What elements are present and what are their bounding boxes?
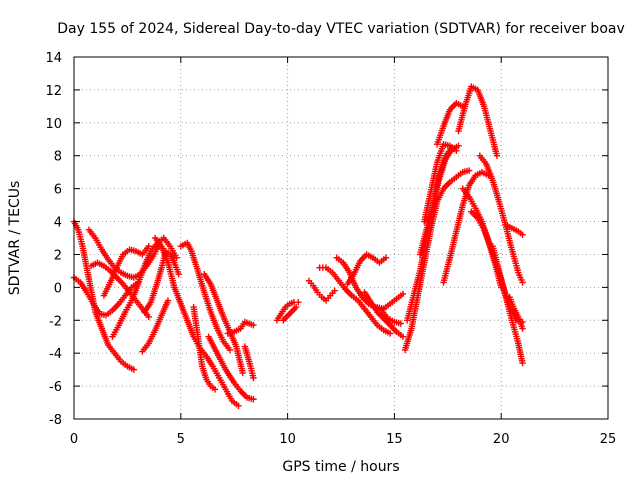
series-arc-9 xyxy=(151,234,242,410)
data-point xyxy=(235,402,242,410)
x-axis-title: GPS time / hours xyxy=(282,459,399,475)
y-tick-label: 4 xyxy=(54,216,62,231)
series-arc-29 xyxy=(440,168,492,286)
y-tick-label: 12 xyxy=(45,84,62,99)
series-arc-22 xyxy=(361,289,407,340)
series-arc-21 xyxy=(344,251,390,288)
data-point xyxy=(386,330,394,337)
data-point xyxy=(453,147,460,154)
series-arc-15 xyxy=(241,343,257,382)
y-tick-label: -6 xyxy=(49,380,62,395)
data-point xyxy=(250,322,257,329)
y-tick-label: -4 xyxy=(49,347,62,362)
data-point xyxy=(292,303,300,311)
x-tick-label: 15 xyxy=(386,432,403,447)
data-point xyxy=(239,369,246,377)
data-point xyxy=(493,152,501,159)
data-point xyxy=(399,290,407,298)
series-arc-34 xyxy=(489,243,526,367)
series-arc-8 xyxy=(141,247,182,316)
series-arc-25 xyxy=(404,144,456,324)
series-arc-2 xyxy=(70,274,142,319)
series-arc-18 xyxy=(305,277,338,304)
series-arc-5 xyxy=(100,243,152,299)
data-point xyxy=(397,320,405,327)
x-tick-label: 0 xyxy=(70,432,78,447)
y-tick-label: 8 xyxy=(54,150,62,165)
series-arc-23 xyxy=(374,290,407,312)
series-arc-36 xyxy=(506,294,526,332)
data-point xyxy=(250,396,257,403)
series-arc-14 xyxy=(224,318,257,337)
data-point xyxy=(519,279,526,286)
series-arc-19 xyxy=(316,264,394,337)
series-arc-24 xyxy=(401,167,473,354)
y-tick-label: -2 xyxy=(49,314,62,329)
series-arc-28 xyxy=(433,99,466,148)
data-point xyxy=(455,142,462,150)
data-point xyxy=(382,254,390,261)
x-tick-label: 20 xyxy=(493,432,510,447)
x-tick-label: 10 xyxy=(279,432,296,447)
y-tick-labels: -8 -6 -4 -2 0 2 4 6 8 10 12 14 xyxy=(45,51,62,428)
data-point xyxy=(226,346,234,354)
series-arc-16 xyxy=(273,298,302,324)
data-point xyxy=(130,366,138,373)
series-arc-30 xyxy=(455,83,501,159)
y-tick-label: 14 xyxy=(45,51,62,66)
series-arc-11 xyxy=(201,271,246,377)
data-point xyxy=(399,333,407,340)
y-tick-label: 0 xyxy=(54,281,62,296)
axis-ticks xyxy=(73,56,609,420)
data-point xyxy=(519,359,526,367)
y-tick-label: 10 xyxy=(45,117,62,132)
plot-frame xyxy=(73,56,609,420)
data-points xyxy=(70,83,526,410)
data-point xyxy=(519,325,526,332)
data-point xyxy=(173,254,180,261)
x-tick-labels: 0 5 10 15 20 25 xyxy=(70,432,616,447)
y-tick-label: 6 xyxy=(54,183,62,198)
data-point xyxy=(211,386,219,393)
data-point xyxy=(145,313,152,321)
series-arc-17 xyxy=(280,303,300,324)
data-point xyxy=(145,243,152,250)
y-axis-title: SDTVAR / TECUs xyxy=(7,181,23,296)
y-tick-label: -8 xyxy=(49,413,62,428)
data-point xyxy=(250,374,257,382)
series-arc-10 xyxy=(177,239,234,354)
series-arc-27 xyxy=(421,141,460,225)
data-point xyxy=(175,271,182,278)
data-point xyxy=(164,297,172,304)
data-point xyxy=(465,167,473,174)
chart-title: Day 155 of 2024, Sidereal Day-to-day VTE… xyxy=(57,21,625,37)
data-point xyxy=(331,287,338,294)
y-tick-label: 2 xyxy=(54,248,62,263)
series-arc-7 xyxy=(139,297,172,355)
x-tick-label: 25 xyxy=(600,432,617,447)
data-point xyxy=(295,298,302,306)
x-tick-label: 5 xyxy=(177,432,185,447)
series-arc-35 xyxy=(502,221,526,238)
data-point xyxy=(519,231,526,238)
series-arc-12 xyxy=(190,303,219,393)
series-arc-13 xyxy=(205,333,257,403)
